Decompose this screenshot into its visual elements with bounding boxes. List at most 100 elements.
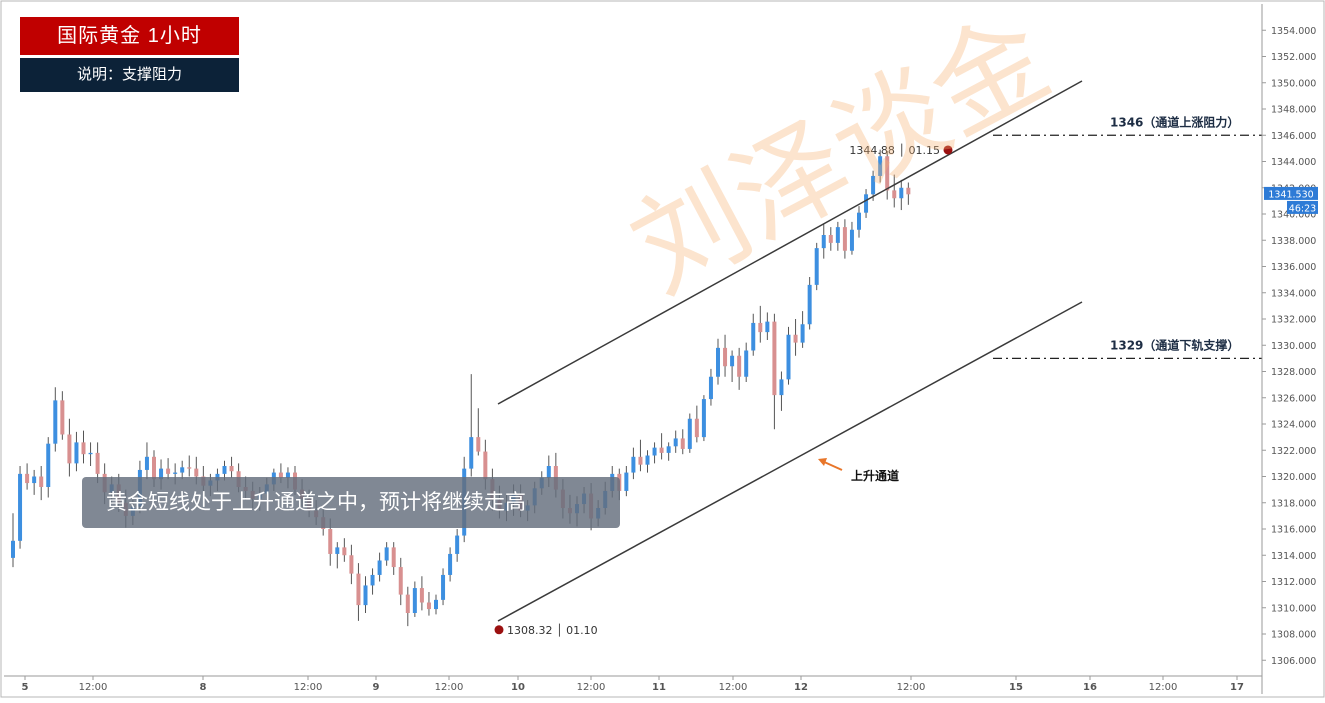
y-tick-label: 1306.000 [1271, 656, 1316, 667]
candle-up [180, 467, 185, 473]
candle-up [871, 175, 876, 195]
candle-up [53, 400, 58, 444]
candle-up [800, 324, 805, 343]
candle-down [723, 347, 728, 367]
candle-up [652, 447, 657, 456]
high-marker-label: 1344.88 │ 01.15 [849, 143, 940, 157]
candle-up [864, 194, 869, 213]
x-tick-label: 12 [794, 682, 808, 693]
candle-up [708, 376, 713, 400]
candle-down [694, 418, 699, 438]
countdown-tag [1287, 200, 1318, 214]
candle-down [772, 321, 777, 396]
current-price-label: 1341.530 [1268, 189, 1313, 200]
candle-up [455, 535, 460, 554]
support-label: 1329（通道下轨支撑） [1110, 337, 1239, 352]
y-tick-label: 1334.000 [1271, 288, 1316, 299]
candle-down [483, 451, 488, 480]
candle-up [18, 473, 23, 541]
candle-up [673, 438, 678, 447]
y-tick-label: 1332.000 [1271, 315, 1316, 326]
countdown-label: 46:23 [1289, 203, 1316, 214]
y-tick-label: 1344.000 [1271, 157, 1316, 168]
candle-up [469, 437, 474, 469]
candle-up [751, 322, 756, 351]
high-marker [943, 145, 953, 155]
candle-up [377, 560, 382, 575]
candle-up [666, 446, 671, 453]
candle-up [384, 547, 389, 561]
candle-down [758, 322, 763, 333]
candle-up [285, 472, 290, 478]
candle-up [335, 547, 340, 554]
candle-down [680, 438, 685, 449]
x-tick-label: 10 [511, 682, 525, 693]
candle-down [60, 400, 65, 435]
candle-down [229, 466, 234, 472]
candle-down [278, 472, 283, 478]
candle-up [173, 472, 178, 474]
candle-down [342, 547, 347, 556]
chart-title: 国际黄金 1小时 [20, 17, 239, 55]
x-tick-label: 12:00 [719, 682, 748, 693]
candle-up [687, 418, 692, 449]
candle-down [737, 355, 742, 377]
candle-up [32, 476, 37, 484]
y-tick-label: 1354.000 [1271, 26, 1316, 37]
candle-down [419, 588, 424, 603]
y-tick-label: 1308.000 [1271, 630, 1316, 641]
candle-up [857, 212, 861, 230]
candle-up [779, 379, 784, 396]
low-marker [494, 625, 504, 635]
y-tick-label: 1328.000 [1271, 367, 1316, 378]
channel-arrow [821, 460, 843, 471]
candle-up [624, 472, 629, 491]
candle-up [448, 553, 453, 575]
candle-down [885, 156, 890, 191]
candle-up [74, 442, 79, 464]
x-tick-label: 12:00 [1149, 682, 1178, 693]
y-tick-label: 1314.000 [1271, 551, 1316, 562]
y-tick-label: 1338.000 [1271, 236, 1316, 247]
candle-down [793, 334, 798, 343]
candle-up [701, 399, 706, 438]
y-tick-label: 1346.000 [1271, 131, 1316, 142]
y-tick-label: 1310.000 [1271, 603, 1316, 614]
candle-up [849, 229, 854, 251]
y-tick-label: 1322.000 [1271, 446, 1316, 457]
x-tick-label: 9 [373, 682, 380, 693]
candle-down [842, 227, 847, 251]
candle-down [39, 476, 44, 487]
chart-subtitle: 说明：支撑阻力 [20, 58, 239, 92]
resistance-label: 1346（通道上涨阻力） [1110, 114, 1239, 129]
candle-up [546, 466, 551, 478]
candle-up [159, 468, 164, 480]
x-tick-label: 12:00 [294, 682, 323, 693]
y-tick-label: 1350.000 [1271, 78, 1316, 89]
candle-up [144, 456, 149, 470]
y-tick-label: 1316.000 [1271, 525, 1316, 536]
y-tick-label: 1352.000 [1271, 52, 1316, 63]
y-tick-label: 1324.000 [1271, 420, 1316, 431]
candle-down [892, 190, 897, 199]
candle-up [88, 452, 93, 455]
candle-up [222, 466, 227, 474]
channel-upper-line [497, 80, 1083, 405]
candle-down [405, 594, 410, 613]
y-tick-label: 1340.000 [1271, 210, 1316, 221]
candle-down [391, 547, 396, 568]
candle-up [878, 156, 883, 176]
candle-up [716, 347, 720, 377]
candle-up [744, 350, 749, 377]
candle-up [412, 588, 417, 613]
y-tick-label: 1336.000 [1271, 262, 1316, 273]
candle-down [349, 555, 354, 574]
candle-up [46, 443, 51, 487]
x-tick-label: 17 [1230, 682, 1244, 693]
x-axis: 5 12:00 8 12:00 9 12:00 10 12:00 11 12:00 12 12:00 1… [4, 675, 1262, 693]
y-tick-label: 1312.000 [1271, 577, 1316, 588]
candle-up [645, 455, 650, 465]
candle-down [906, 187, 911, 195]
candle-up [434, 599, 438, 610]
